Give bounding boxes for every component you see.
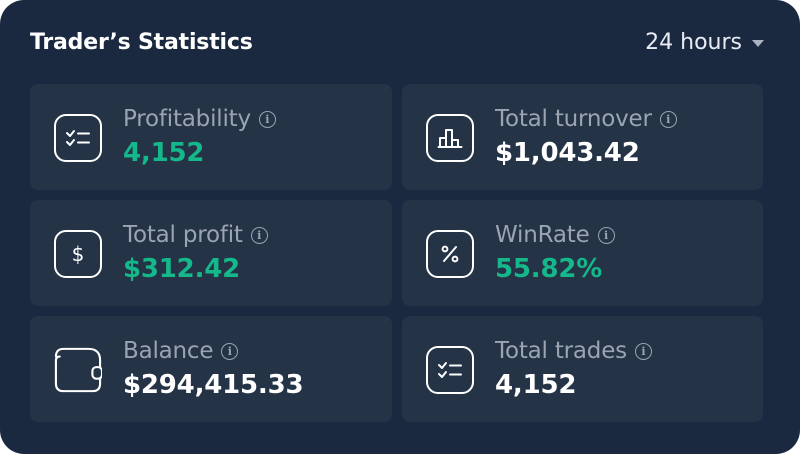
stat-card-total-turnover: Total turnover i $1,043.42 [402,84,763,190]
stat-label: Balance [123,338,214,364]
dollar-icon: $ [54,230,102,278]
widget-header: Trader’s Statistics 24 hours [30,26,764,58]
info-icon[interactable]: i [258,110,276,128]
info-icon[interactable]: i [221,342,239,360]
stats-grid: Profitability i 4,152 Total turnover i [30,84,763,422]
period-dropdown[interactable]: 24 hours [645,30,764,55]
info-icon[interactable]: i [597,226,615,244]
bar-chart-icon [426,114,474,162]
info-icon[interactable]: i [634,342,652,360]
stat-card-winrate: WinRate i 55.82% [402,200,763,306]
stat-card-balance: Balance i $294,415.33 [30,316,392,422]
stat-label: Total turnover [495,106,652,132]
stat-card-total-trades: Total trades i 4,152 [402,316,763,422]
svg-text:$: $ [72,242,85,266]
stat-card-total-profit: $ Total profit i $312.42 [30,200,392,306]
checklist-icon [54,114,102,162]
stat-value: 4,152 [495,370,577,400]
stat-label: Total trades [495,338,627,364]
stat-label: Profitability [123,106,251,132]
stat-value: 4,152 [123,138,205,168]
wallet-icon [54,346,102,394]
stat-value: $312.42 [123,254,241,284]
info-icon[interactable]: i [659,110,677,128]
stat-value: $294,415.33 [123,370,304,400]
percent-icon [426,230,474,278]
stat-value: 55.82% [495,254,603,284]
checklist-icon [426,346,474,394]
stat-card-profitability: Profitability i 4,152 [30,84,392,190]
period-label: 24 hours [645,29,742,55]
stat-value: $1,043.42 [495,138,640,168]
stat-label: WinRate [495,222,590,248]
info-icon[interactable]: i [250,226,268,244]
chevron-down-icon [752,39,764,47]
stat-label: Total profit [123,222,243,248]
widget-title: Trader’s Statistics [30,29,253,55]
